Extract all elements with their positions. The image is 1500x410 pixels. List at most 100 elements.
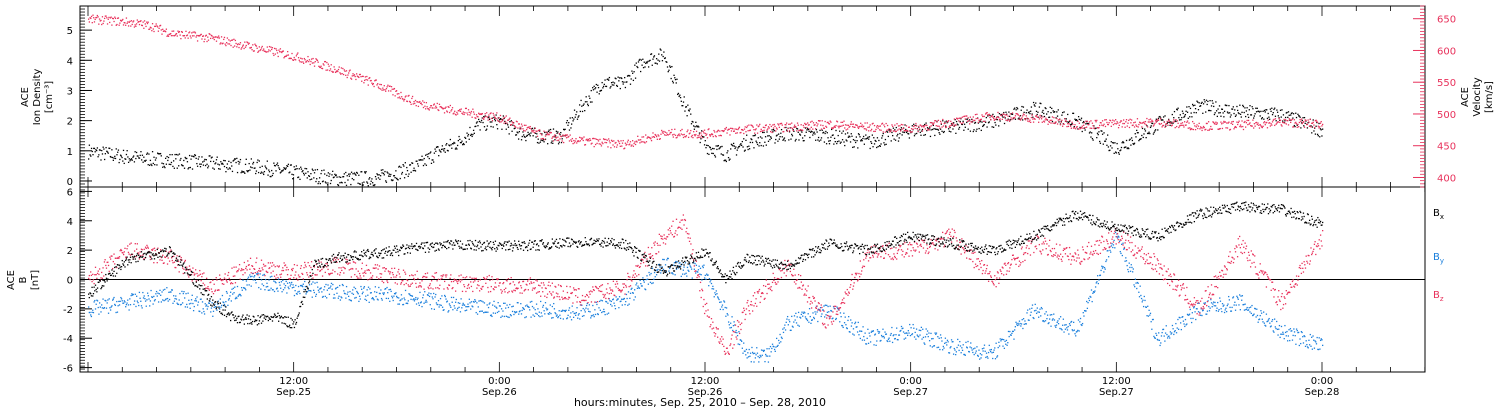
velocity-point — [601, 141, 603, 143]
density-point — [942, 120, 944, 122]
velocity-point — [379, 88, 382, 90]
density-point — [262, 172, 264, 174]
density-point — [136, 155, 138, 157]
density-point — [987, 122, 990, 124]
velocity-point — [719, 134, 722, 137]
velocity-point — [217, 37, 219, 39]
by-point — [926, 330, 929, 332]
velocity-point — [980, 118, 982, 120]
velocity-point — [1312, 121, 1314, 123]
velocity-point — [268, 45, 271, 48]
velocity-point — [1189, 128, 1192, 131]
velocity-point — [349, 69, 351, 71]
by-point — [135, 305, 137, 308]
density-point — [660, 49, 662, 51]
by-point — [658, 263, 660, 266]
density-point — [884, 144, 886, 146]
density-point — [804, 127, 807, 129]
velocity-point — [1165, 123, 1168, 125]
velocity-point — [1043, 121, 1046, 123]
velocity-point — [174, 34, 176, 37]
by-point — [531, 305, 534, 308]
velocity-point — [229, 40, 231, 42]
density-point — [945, 125, 947, 127]
velocity-point — [847, 124, 850, 127]
density-point — [1148, 131, 1150, 133]
by-point — [133, 300, 136, 302]
velocity-point — [995, 116, 998, 119]
velocity-point — [900, 130, 902, 132]
density-point — [520, 139, 523, 141]
velocity-point — [213, 38, 215, 41]
density-point — [1080, 119, 1082, 121]
by-point — [840, 315, 842, 318]
by-point — [319, 287, 322, 290]
velocity-point — [595, 138, 597, 140]
density-point — [857, 133, 860, 135]
by-point — [793, 315, 796, 317]
by-point — [315, 295, 317, 297]
by-point — [364, 298, 366, 300]
velocity-point — [603, 138, 605, 141]
velocity-point — [1065, 120, 1067, 122]
velocity-point — [894, 130, 897, 133]
by-point — [127, 299, 129, 301]
by-point — [762, 350, 765, 353]
density-point — [611, 84, 613, 86]
velocity-point — [1141, 122, 1144, 124]
velocity-point — [1229, 129, 1231, 131]
density-point — [1252, 108, 1254, 110]
by-point — [607, 302, 609, 304]
velocity-point — [578, 140, 580, 143]
density-point — [761, 137, 763, 139]
velocity-point — [963, 115, 966, 117]
density-point — [618, 80, 620, 82]
by-point — [765, 355, 768, 357]
density-point — [340, 176, 342, 179]
velocity-point — [111, 17, 114, 20]
density-point — [1164, 115, 1166, 117]
velocity-point — [539, 132, 542, 135]
density-point — [807, 127, 809, 130]
by-point — [605, 300, 607, 303]
density-point — [104, 153, 107, 155]
by-point — [250, 285, 252, 287]
by-point — [490, 314, 492, 316]
density-point — [777, 133, 780, 135]
density-point — [110, 156, 112, 158]
velocity-point — [1240, 126, 1242, 128]
by-point — [466, 306, 468, 308]
by-point — [783, 327, 785, 329]
velocity-point — [1266, 121, 1268, 124]
velocity-point — [149, 26, 152, 28]
density-point — [1086, 122, 1088, 125]
velocity-point — [1093, 127, 1095, 129]
density-point — [874, 139, 876, 142]
velocity-point — [310, 58, 313, 60]
velocity-point — [756, 132, 759, 134]
density-point — [1210, 105, 1213, 107]
by-point — [762, 349, 764, 352]
density-point — [1283, 121, 1285, 124]
by-point — [973, 353, 975, 356]
by-point — [570, 312, 572, 314]
velocity-point — [1024, 118, 1026, 120]
by-point — [178, 299, 180, 301]
density-point — [294, 168, 296, 171]
by-point — [340, 296, 342, 298]
density-point — [333, 176, 335, 178]
by-point — [245, 289, 247, 291]
density-point — [316, 168, 319, 171]
velocity-point — [475, 114, 478, 116]
velocity-point — [860, 125, 863, 128]
by-point — [708, 285, 710, 287]
by-point — [986, 355, 988, 358]
velocity-point — [857, 127, 860, 130]
velocity-point — [1013, 116, 1015, 119]
density-point — [677, 92, 680, 95]
density-point — [146, 152, 149, 154]
velocity-point — [1061, 119, 1063, 122]
velocity-point — [679, 134, 681, 137]
velocity-point — [1035, 115, 1038, 117]
velocity-point — [1005, 119, 1007, 121]
